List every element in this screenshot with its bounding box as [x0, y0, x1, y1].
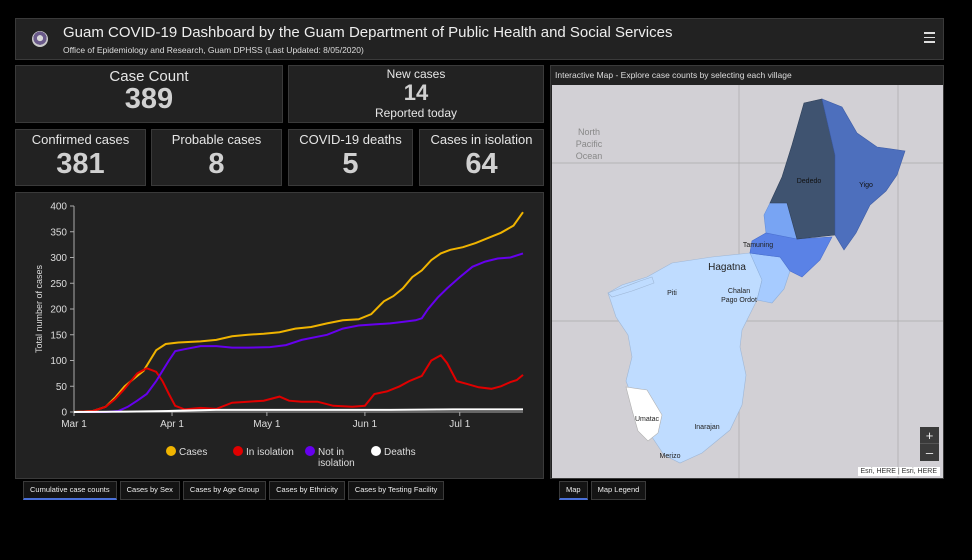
isolation-label: Cases in isolation: [430, 132, 533, 147]
x-tick-label: Apr 1: [160, 419, 184, 430]
y-tick-label: 200: [50, 305, 67, 316]
y-tick-label: 350: [50, 227, 67, 238]
y-axis-label: Total number of cases: [34, 264, 44, 353]
x-tick-label: Mar 1: [61, 419, 87, 430]
ocean-label-3: Ocean: [576, 151, 603, 161]
legend-label-deaths: Deaths: [384, 447, 416, 458]
legend-swatch-cases: [166, 446, 176, 456]
case-count-label: Case Count: [109, 68, 189, 85]
x-tick-label: Jun 1: [353, 419, 378, 430]
probable-value: 8: [208, 148, 225, 180]
deaths-indicator: COVID-19 deaths 5: [288, 129, 413, 186]
tab-map[interactable]: Map: [559, 481, 588, 500]
village-label-chalan-2: Pago Ordot: [721, 297, 757, 304]
case-count-value: 389: [124, 83, 174, 115]
new-cases-label: New cases: [386, 67, 446, 81]
ocean-label-1: North: [578, 127, 600, 137]
zoom-in-button[interactable]: +: [920, 427, 939, 444]
deaths-label: COVID-19 deaths: [299, 132, 402, 147]
x-tick-label: Jul 1: [449, 419, 471, 430]
interactive-map[interactable]: North Pacific Ocean Dededo Yigo Tamuning…: [552, 85, 943, 478]
probable-label: Probable cases: [171, 132, 262, 147]
confirmed-value: 381: [56, 148, 105, 180]
legend-label-not-in-isolation: Not in: [318, 447, 344, 458]
series-line-not-in-isolation: [74, 252, 524, 413]
legend-label-cases: Cases: [179, 447, 207, 458]
village-region-umatac[interactable]: [625, 386, 663, 442]
zoom-control: + –: [920, 427, 939, 461]
chart-tabs: Cumulative case counts Cases by Sex Case…: [23, 481, 445, 500]
legend-label-not-in-isolation: isolation: [318, 458, 355, 469]
map-panel: Interactive Map - Explore case counts by…: [550, 65, 944, 479]
peninsula-orote: [607, 276, 655, 298]
confirmed-indicator: Confirmed cases 381: [15, 129, 146, 186]
series-line-deaths: [73, 408, 523, 413]
page-title: Guam COVID-19 Dashboard by the Guam Depa…: [63, 24, 673, 41]
village-label-umatac: Umatac: [635, 416, 660, 423]
tab-ethnicity[interactable]: Cases by Ethnicity: [269, 481, 345, 500]
new-cases-indicator: New cases 14 Reported today: [288, 65, 544, 123]
legend-label-in-isolation: In isolation: [246, 447, 294, 458]
tab-testing-facility[interactable]: Cases by Testing Facility: [347, 481, 445, 500]
village-label-piti: Piti: [667, 290, 677, 297]
deaths-value: 5: [342, 148, 359, 180]
y-tick-label: 400: [50, 202, 67, 213]
series-line-in-isolation: [73, 354, 524, 413]
village-label-yigo: Yigo: [859, 182, 873, 189]
ocean-label-2: Pacific: [576, 139, 603, 149]
page-subtitle: Office of Epidemiology and Research, Gua…: [63, 45, 364, 55]
village-region-barrigada[interactable]: [749, 232, 833, 278]
isolation-value: 64: [465, 148, 498, 180]
village-label-hagatna: Hagatna: [708, 262, 746, 273]
village-region-yigo[interactable]: [821, 98, 906, 251]
guam-map-svg[interactable]: North Pacific Ocean Dededo Yigo Tamuning…: [552, 85, 943, 478]
legend-swatch-in-isolation: [233, 446, 243, 456]
new-cases-sub: Reported today: [374, 106, 458, 120]
map-tabs: Map Map Legend: [559, 481, 647, 500]
village-label-merizo: Merizo: [659, 453, 680, 460]
village-label-tamuning: Tamuning: [743, 242, 773, 249]
dashboard-header: Guam COVID-19 Dashboard by the Guam Depa…: [15, 18, 944, 60]
cumulative-line-chart[interactable]: 0 50 100 150 200 250 300 350 400 Mar 1 Apr 1 May 1 J…: [16, 193, 543, 478]
village-label-dededo: Dededo: [797, 178, 822, 185]
seal-icon: [32, 31, 48, 47]
y-tick-label: 0: [61, 408, 67, 419]
tab-sex[interactable]: Cases by Sex: [119, 481, 180, 500]
isolation-indicator: Cases in isolation 64: [419, 129, 544, 186]
map-attribution[interactable]: Esri, HERE | Esri, HERE: [857, 467, 940, 476]
legend-swatch-deaths: [371, 446, 381, 456]
confirmed-label: Confirmed cases: [31, 132, 130, 147]
village-label-chalan-1: Chalan: [728, 288, 750, 295]
y-tick-label: 50: [56, 382, 68, 393]
zoom-out-button[interactable]: –: [925, 445, 934, 460]
case-count-indicator: Case Count 389: [15, 65, 283, 123]
probable-indicator: Probable cases 8: [151, 129, 282, 186]
tab-age-group[interactable]: Cases by Age Group: [182, 481, 267, 500]
y-tick-label: 300: [50, 253, 67, 264]
series-line-cases: [73, 211, 524, 413]
map-header: Interactive Map - Explore case counts by…: [555, 70, 792, 80]
y-tick-label: 150: [50, 330, 67, 341]
x-tick-label: May 1: [253, 419, 281, 430]
new-cases-value: 14: [403, 80, 429, 105]
tab-cumulative[interactable]: Cumulative case counts: [23, 481, 117, 500]
legend-swatch-not-in-isolation: [305, 446, 315, 456]
village-label-inarajan: Inarajan: [694, 424, 719, 431]
y-tick-label: 100: [50, 356, 67, 367]
cumulative-chart-panel: 0 50 100 150 200 250 300 350 400 Mar 1 Apr 1 May 1 J…: [15, 192, 544, 479]
tab-map-legend[interactable]: Map Legend: [590, 481, 647, 500]
y-tick-label: 250: [50, 279, 67, 290]
hamburger-icon[interactable]: [924, 32, 935, 43]
